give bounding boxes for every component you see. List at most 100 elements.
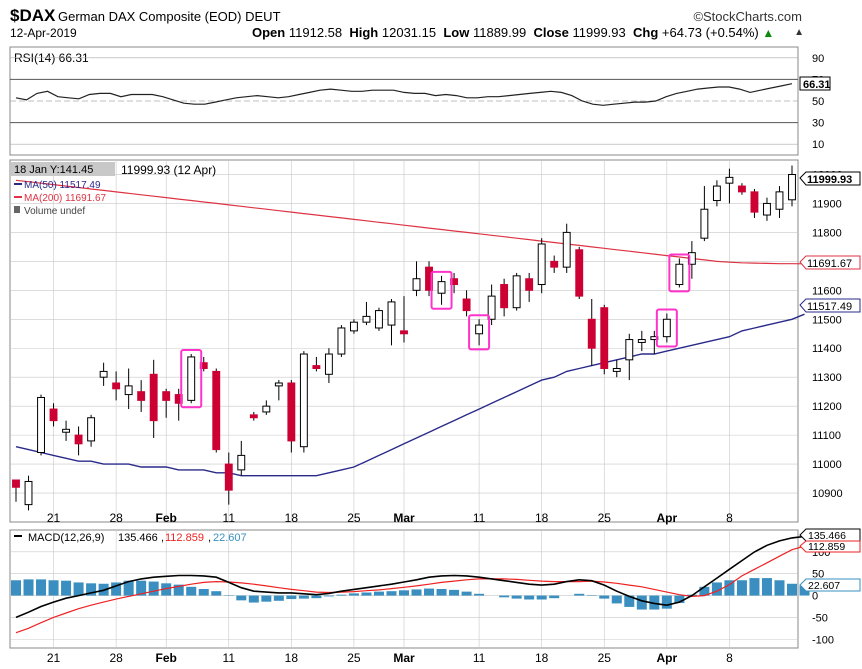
price-tag: 11999.93 (799, 171, 861, 186)
macd-hist-bar (736, 580, 747, 596)
macd-hist-bar (574, 593, 585, 596)
macd-hist-value: 22.607 (213, 532, 247, 544)
candle-body (237, 454, 246, 471)
price-tick-label: 11800 (812, 227, 842, 239)
candle-body (750, 191, 759, 213)
macd-hist-bar (386, 591, 397, 596)
symbol-name: German DAX Composite (EOD) DEUT (58, 9, 281, 24)
macd-hist-bar (348, 593, 359, 596)
x-axis-bottom: 21 28 Feb 11 18 25 Mar 11 18 25 Apr 8 (47, 651, 733, 665)
macd-hist-bar (248, 595, 259, 603)
candle-body (700, 208, 709, 239)
candle (137, 380, 146, 412)
ohlc-summary: Open 11912.58 High 12031.15 Low 11889.99… (252, 25, 774, 40)
price-tick-label: 11000 (812, 459, 842, 471)
candle-body (625, 339, 634, 361)
up-arrow-icon: ▲ (762, 26, 775, 40)
candle-body (312, 365, 321, 370)
pattern-highlight-box (468, 314, 491, 351)
candle-body (149, 373, 158, 422)
signal-tag-box (799, 540, 861, 553)
macd-hist-bar (36, 579, 47, 596)
candle (324, 348, 333, 383)
candle (537, 238, 546, 294)
candle-body (224, 463, 233, 491)
rsi-tick-label: 50 (812, 96, 824, 108)
x-tick-label: 28 (109, 651, 123, 665)
x-tick-label: 25 (347, 511, 361, 525)
candle (37, 394, 45, 456)
macd-hist-bar (624, 595, 635, 607)
price-tick-label: 11900 (812, 198, 842, 210)
macd-hist-bar (61, 580, 72, 596)
candle-body (662, 318, 671, 338)
macd-hist-bar (436, 589, 447, 596)
candle-body (37, 396, 45, 453)
macd-hist-bar (86, 583, 97, 596)
macd-hist-bar (398, 590, 410, 596)
candle-body (362, 315, 371, 323)
close-label: Close (533, 25, 569, 40)
x-tick-label: Feb (156, 511, 177, 525)
legend-ma50: MA(50) 11517.49 (24, 180, 101, 191)
macd-hist-bar (461, 591, 472, 596)
candle (299, 351, 308, 453)
macd-tag-box (799, 528, 861, 542)
candle-body (375, 310, 383, 329)
macd-hist-bar (186, 586, 197, 596)
candle (99, 362, 108, 386)
macd-tick-label: -50 (812, 612, 828, 624)
ma200-line (15, 179, 805, 265)
candle (600, 304, 609, 375)
x-tick-label: Apr (657, 511, 678, 525)
quote-date: 12-Apr-2019 (10, 26, 77, 40)
macd-hist-bar (649, 595, 660, 610)
candle (550, 255, 559, 273)
candle-body (349, 321, 358, 332)
price-tick-label: 11500 (812, 314, 842, 326)
x-tick-label: 11 (223, 511, 236, 525)
candle (512, 272, 521, 311)
ma50-tag: 11517.49 (799, 298, 861, 313)
macd-hist-bar (699, 586, 710, 596)
macd-hist-bar (286, 595, 297, 600)
hist-tag-box (799, 578, 861, 592)
candle (475, 319, 484, 346)
brand-link[interactable]: ©StockCharts.com (693, 9, 802, 24)
candle-body (537, 243, 546, 286)
candle-body (575, 249, 584, 297)
legend-hover: 18 Jan Y:141.45 (14, 164, 93, 176)
candle (162, 388, 171, 418)
candle (525, 272, 534, 302)
collapse-arrow-icon[interactable]: ▲ (794, 27, 804, 38)
candle (112, 371, 121, 401)
open-value: 11912.58 (288, 25, 343, 40)
macd-hist-bar (48, 580, 59, 596)
x-tick-label: 18 (285, 511, 299, 525)
candle-body (475, 324, 484, 335)
candle-body (637, 339, 646, 343)
candle (700, 186, 709, 242)
candle-body (612, 368, 621, 372)
macd-hist-bar (198, 589, 209, 596)
candle (750, 188, 759, 218)
candle (224, 452, 233, 505)
candle (87, 414, 96, 447)
candle-body (387, 301, 396, 326)
candle (437, 275, 446, 305)
macd-hist-bar (273, 595, 284, 601)
candle-body (512, 275, 521, 309)
candle (312, 356, 321, 372)
macd-hist-bar (10, 580, 22, 596)
candle-body (162, 391, 171, 401)
macd-hist-bar (261, 595, 272, 602)
candle-body (788, 174, 796, 201)
macd-hist-bar (761, 578, 772, 596)
ma50-tag-text: 11517.49 (807, 301, 852, 313)
rsi-line (15, 83, 793, 106)
legend-price: 11999.93 (12 Apr) (121, 163, 216, 177)
macd-tick-label: -100 (812, 634, 834, 646)
rsi-tick-label: 30 (812, 118, 824, 130)
x-tick-label: 25 (598, 651, 612, 665)
